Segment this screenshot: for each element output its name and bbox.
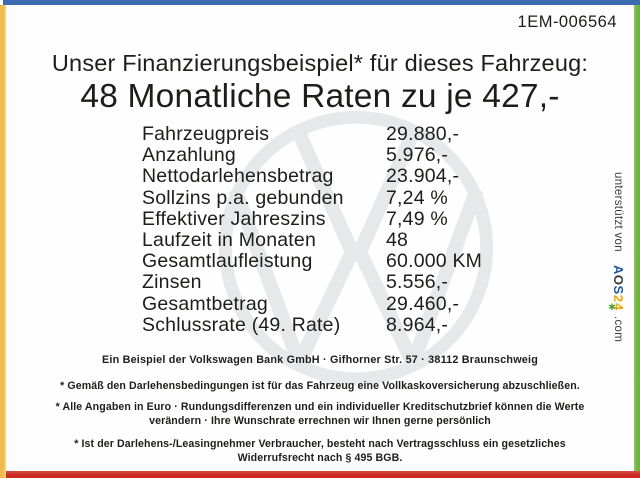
footer: Ein Beispiel der Volkswagen Bank GmbH · …: [10, 354, 630, 466]
table-row-label: Effektiver Jahreszins: [142, 207, 326, 230]
table-row-label: Anzahlung: [142, 144, 236, 167]
table-row-label: Gesamtlaufleistung: [142, 250, 313, 273]
vw-logo-watermark: [218, 110, 494, 386]
aos24-logo: AOS24 ✱: [608, 265, 626, 314]
frame-top-blue: [3, 0, 640, 5]
footnote-insurance: * Gemäß den Darlehensbedingungen ist für…: [60, 380, 580, 392]
table-row-value: 23.904,-: [386, 165, 460, 188]
frame-left-yellow: [0, 5, 6, 478]
logo-digit-2: 2: [611, 295, 626, 303]
table-row-label: Zinsen: [142, 271, 202, 294]
reference-number: 1EM-006564: [517, 13, 617, 31]
frame-bottom-red: [6, 471, 640, 478]
table-row-value: 8.964,-: [386, 313, 449, 336]
page-title: Unser Finanzierungsbeispiel* für dieses …: [51, 50, 589, 76]
footnote-withdrawal-right: * Ist der Darlehens-/Leasingnehmer Verbr…: [74, 437, 566, 464]
table-row-value: 29.460,-: [386, 292, 460, 315]
bank-address-line: Ein Beispiel der Volkswagen Bank GmbH · …: [101, 354, 538, 366]
supporter-credit: unterstützt von AOS24 ✱ .com: [608, 172, 626, 343]
table-row-label: Gesamtbetrag: [142, 292, 268, 315]
logo-digit-4: 4: [611, 302, 626, 311]
table-row-value: 29.880,-: [386, 123, 460, 145]
monthly-rate-headline: 48 Monatliche Raten zu je 427,-: [80, 78, 560, 115]
table-row-value: 5.976,-: [386, 144, 449, 167]
table-row-label: Sollzins p.a. gebunden: [142, 186, 344, 209]
leaf-accent-icon: ✱: [608, 303, 618, 314]
table-row-value: 48: [386, 229, 409, 252]
supported-by-label: unterstützt von: [612, 172, 624, 252]
footnote-euro-rounding: * Alle Angaben in Euro · Rundungsdiffere…: [55, 400, 585, 427]
table-row-value: 60.000 KM: [386, 250, 483, 273]
logo-letter-a: A: [611, 265, 626, 276]
table-row-label: Fahrzeugpreis: [142, 123, 270, 145]
logo-letter-o: O: [611, 275, 626, 286]
table-row-value: 7,24 %: [386, 186, 448, 209]
table-row-value: 7,49 %: [386, 207, 448, 230]
table-row-value: 5.556,-: [386, 271, 449, 294]
table-row-label: Schlussrate (49. Rate): [142, 313, 341, 336]
frame-right-green: [634, 5, 640, 471]
logo-digit-4-wrap: 4 ✱: [608, 302, 626, 314]
finance-table: Fahrzeugpreis 29.880,- Anzahlung 5.976,-…: [142, 123, 483, 336]
logo-letter-s: S: [611, 285, 626, 296]
logo-domain-suffix: .com: [612, 316, 624, 343]
table-row-label: Nettodarlehensbetrag: [142, 165, 334, 188]
table-row-label: Laufzeit in Monaten: [142, 229, 316, 252]
